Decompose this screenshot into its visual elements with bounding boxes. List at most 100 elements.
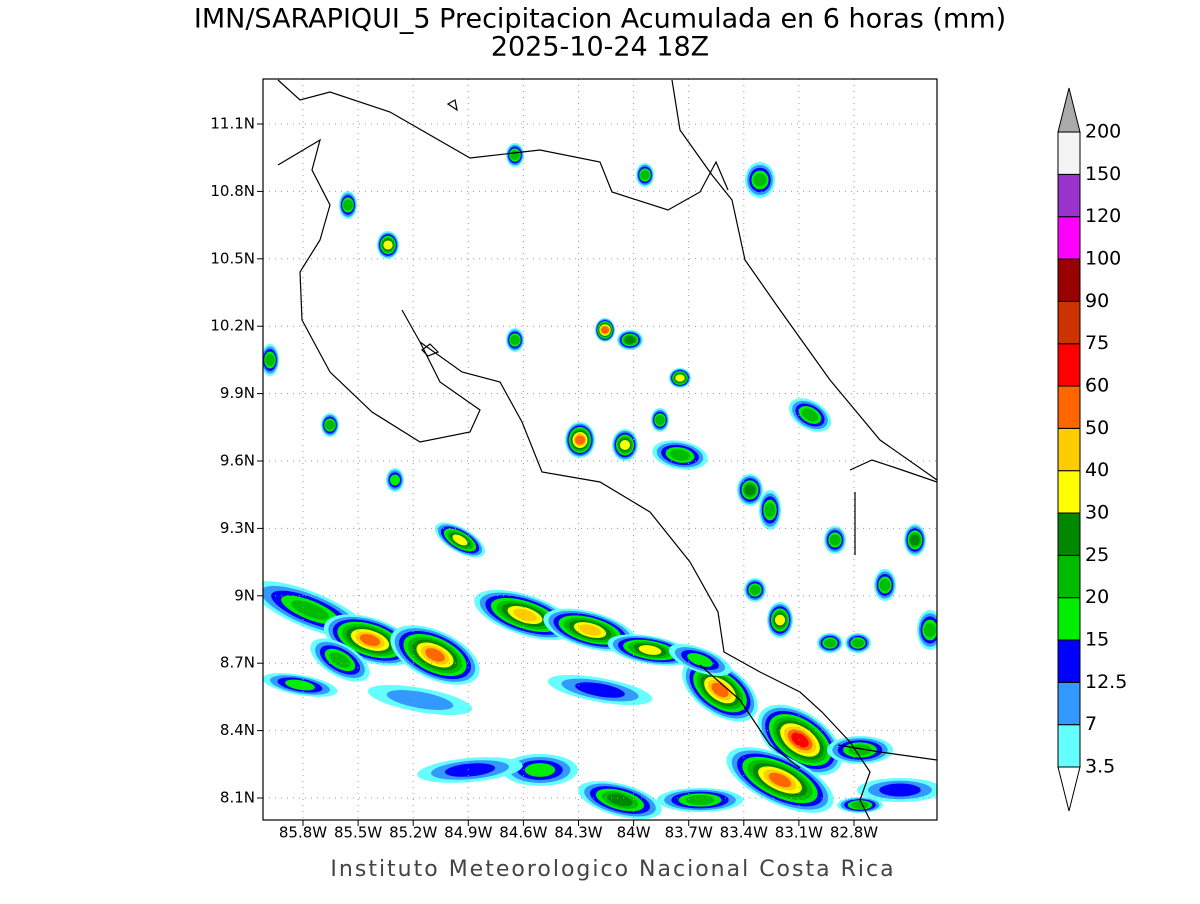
colorbar-box	[1057, 131, 1081, 175]
lon-tick-label: 82.8W	[830, 824, 878, 842]
coastline	[277, 79, 729, 211]
colorbar-label: 75	[1085, 332, 1109, 354]
precip-contour	[600, 326, 610, 334]
colorbar-box	[1057, 724, 1081, 768]
precip-contour	[383, 240, 393, 250]
precipitation-field	[263, 143, 937, 820]
colorbar-box	[1057, 554, 1081, 599]
precip-contour	[753, 173, 767, 187]
lat-tick-label: 10.8N	[210, 182, 255, 200]
precip-contour	[879, 579, 891, 591]
precip-contour	[685, 795, 715, 805]
lon-tick-label: 84.9W	[444, 824, 492, 842]
precip-contour	[444, 763, 496, 777]
colorbar-box	[1057, 216, 1081, 260]
precip-contour	[425, 648, 445, 662]
colorbar-box	[1057, 597, 1081, 641]
subtitle: 2025-10-24 18Z	[491, 32, 709, 63]
colorbar-label: 150	[1085, 163, 1121, 185]
precip-contour	[687, 653, 713, 667]
precip-contour	[640, 170, 650, 180]
lon-tick-label: 85.5W	[334, 824, 382, 842]
lat-tick-label: 8.4N	[220, 721, 255, 739]
precip-contour	[801, 408, 819, 422]
precip-contour	[829, 534, 841, 546]
footer: Instituto Meteorologico Nacional Costa R…	[330, 857, 895, 882]
precip-contour	[575, 435, 585, 445]
lat-tick-label: 10.5N	[210, 249, 255, 267]
colorbar-label: 7	[1085, 713, 1097, 735]
precip-contour	[768, 772, 792, 788]
border	[699, 459, 937, 769]
precip-contour	[774, 614, 786, 626]
colorbar-box	[1057, 427, 1081, 472]
precip-contour	[619, 440, 631, 450]
precip-contour	[452, 534, 468, 546]
precip-contour	[386, 690, 454, 710]
colorbar-box	[1057, 385, 1081, 429]
colorbar-label: 60	[1085, 375, 1109, 397]
precip-contour	[669, 449, 691, 461]
lon-tick-label: 84W	[617, 824, 651, 842]
colorbar-label: 50	[1085, 417, 1109, 439]
coastline	[277, 138, 871, 820]
colorbar-label: 15	[1085, 629, 1109, 651]
graticule: 85.8W 85.5W 85.2W 84.9W 84.6W 84.3W 84W 83.7W 83…	[210, 79, 937, 842]
lat-tick-label: 8.1N	[220, 789, 255, 807]
precip-contour	[879, 783, 921, 797]
colorbar-label: 100	[1085, 248, 1121, 270]
colorbar-box	[1057, 681, 1081, 726]
precip-contour	[624, 336, 636, 344]
colorbar-box	[1057, 173, 1081, 218]
precip-contour	[824, 638, 836, 648]
precip-contour	[578, 624, 602, 636]
precip-contour	[791, 732, 809, 748]
precip-contour	[910, 534, 920, 546]
colorbar-label: 20	[1085, 586, 1109, 608]
lon-tick-label: 84.6W	[499, 824, 547, 842]
title: IMN/SARAPIQUI_5 Precipitacion Acumulada …	[194, 4, 1006, 35]
colorbar-over	[1057, 87, 1081, 133]
lon-tick-label: 83.1W	[775, 824, 823, 842]
colorbar: 3.5 7 12.5 15 20 25 30 40 50 60 75 90 100 120 150 200	[1057, 87, 1127, 812]
colorbar-box	[1057, 343, 1081, 387]
colorbar-label: 30	[1085, 502, 1109, 524]
precip-contour	[510, 335, 520, 345]
precip-contour	[852, 638, 864, 648]
precip-contour	[744, 484, 756, 496]
lat-tick-label: 9.9N	[220, 384, 255, 402]
lake	[421, 99, 458, 357]
coastlines	[277, 79, 937, 820]
colorbar-box	[1057, 258, 1081, 302]
lat-tick-label: 10.2N	[210, 317, 255, 335]
precip-contour	[655, 415, 665, 425]
precip-contour	[524, 763, 556, 777]
colorbar-label: 40	[1085, 459, 1109, 481]
precip-contour	[607, 793, 633, 807]
lat-tick-label: 11.1N	[210, 115, 255, 133]
precip-contour	[389, 474, 401, 486]
colorbar-label: 200	[1085, 121, 1121, 143]
precip-contour	[291, 600, 329, 620]
precip-contour	[325, 420, 335, 430]
colorbar-box	[1057, 470, 1081, 514]
colorbar-label: 3.5	[1085, 756, 1115, 778]
precip-contour	[924, 622, 936, 638]
precip-contour	[638, 645, 662, 655]
lon-tick-label: 83.4W	[720, 824, 768, 842]
colorbar-label: 25	[1085, 544, 1109, 566]
precip-contour	[510, 150, 520, 160]
lon-tick-label: 83.7W	[665, 824, 713, 842]
precip-contour	[851, 801, 869, 809]
colorbar-label: 12.5	[1085, 671, 1127, 693]
precip-contour	[764, 502, 776, 518]
precip-contour	[513, 608, 537, 622]
precip-contour	[285, 679, 315, 691]
lon-tick-label: 84.3W	[554, 824, 602, 842]
precip-contour	[343, 199, 353, 211]
precip-contour	[675, 374, 685, 382]
map-frame	[262, 78, 938, 821]
colorbar-label: 90	[1085, 290, 1109, 312]
